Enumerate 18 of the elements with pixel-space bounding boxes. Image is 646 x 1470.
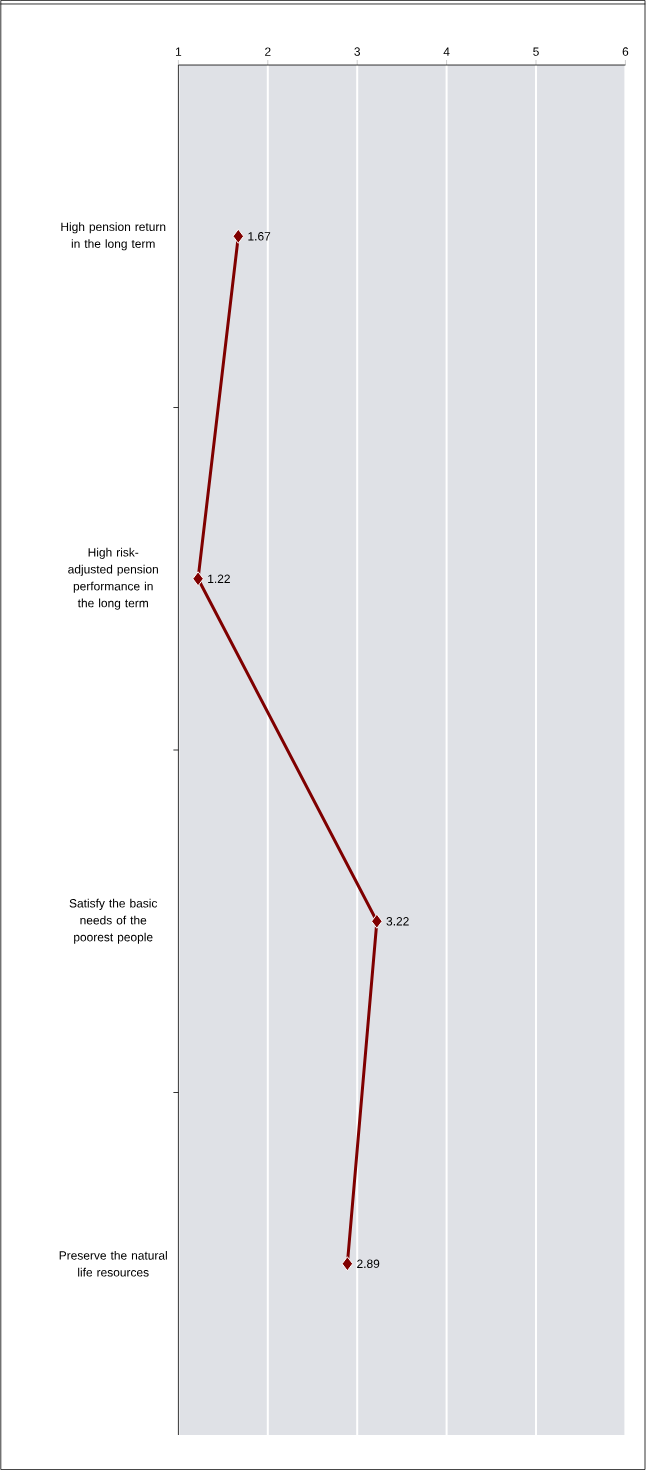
data-label: 1.67 [248,232,271,241]
y-tick-label: Preserve the natural life resources [59,1250,167,1277]
point [341,1256,354,1272]
data-label: 1.22 [208,574,231,583]
y-tick-label: Satisfy the basic needs of the poorest people [69,898,158,944]
point [232,228,245,244]
y-tick-label: High pension return in the long term [61,222,166,251]
data-label: 2.89 [357,1259,380,1268]
x-tick-label: 2 [265,47,271,56]
x-tick-label: 1 [176,47,182,56]
point [371,913,383,929]
x-tick-label: 4 [443,47,450,56]
y-tick-label: High risk-adjusted pension performance in the long term [68,547,159,610]
x-tick-label: 6 [622,47,629,56]
x-tick-label: 3 [354,47,361,56]
point [192,571,204,587]
x-tick-label: 5 [533,47,539,56]
data-label: 3.22 [386,917,409,926]
